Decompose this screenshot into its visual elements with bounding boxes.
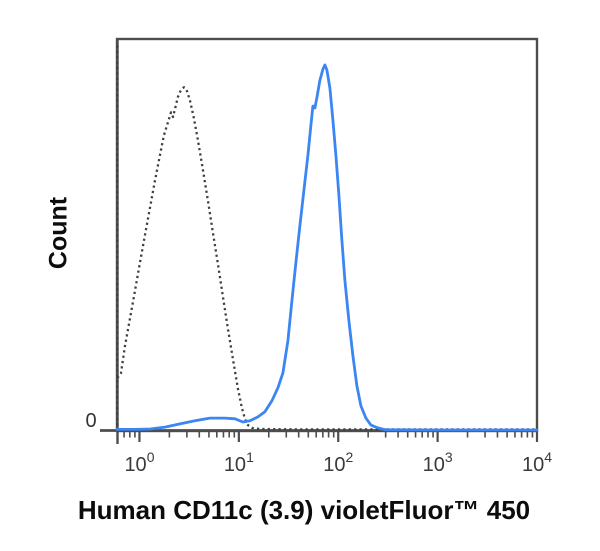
y-axis-label: Count (44, 196, 73, 270)
x-tick-label: 102 (323, 449, 353, 476)
x-tick-label: 103 (423, 449, 453, 476)
x-tick-label: 104 (522, 449, 552, 476)
isotype-control-curve (116, 86, 537, 431)
y-axis-zero-tick-label: 0 (85, 410, 97, 432)
plot-border (115, 37, 539, 433)
cd11c-stained-curve (115, 63, 539, 432)
x-axis-label: Human CD11c (3.9) violetFluor™ 450 (77, 495, 531, 525)
x-tick-label: 100 (124, 449, 154, 476)
x-tick-label: 101 (224, 449, 254, 476)
